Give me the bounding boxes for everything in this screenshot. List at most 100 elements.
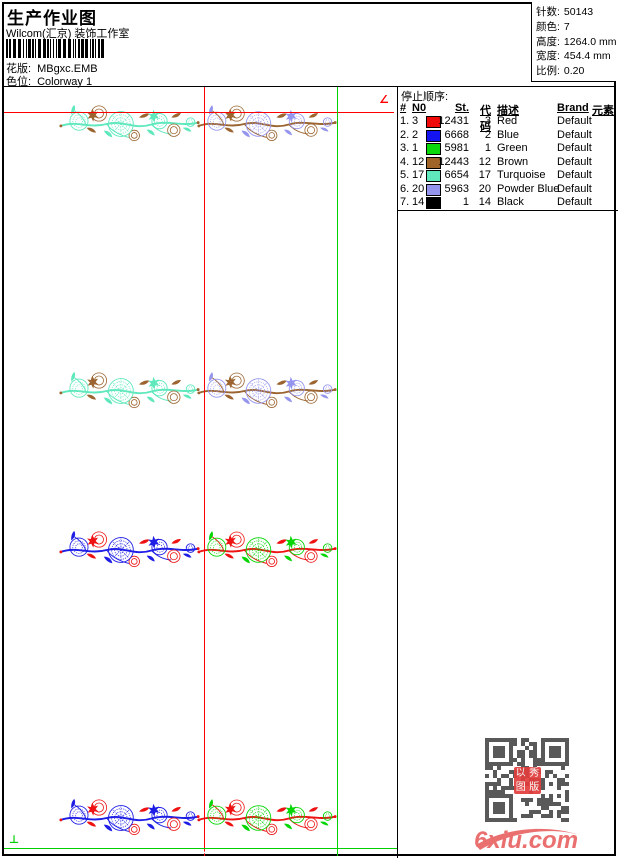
row-color-name: Green [497,142,528,154]
studio-name: Wilcom(汇京) 装饰工作室 [6,28,130,40]
watermark: 6xiu.com [474,827,580,853]
width-row: 宽度: 454.4 mm [536,50,611,63]
color-swatch [426,197,441,209]
row-stitches: 6654 [444,169,469,181]
height-row: 高度: 1264.0 mm [536,35,617,48]
header: 生产作业图 Wilcom(汇京) 装饰工作室 花版: MBgxc.EMB 色位: C… [4,2,616,89]
row-code: 17 [478,169,491,181]
col-idx: # [400,102,407,114]
table-row: 4. 12 12443 12 Brown Default [398,156,618,169]
flower-band-4-right [197,799,337,835]
row-color-name: Blue [497,129,520,141]
table-bottom-divider [398,210,618,211]
row-stitches: 5963 [444,183,469,195]
col-element: 元素 [592,105,614,117]
row-brand: Default [557,115,592,127]
stop-sequence-panel: 停止顺序: # N0 St. 代码 描述 Brand 元素 1. 3 12431 3 R… [397,87,618,858]
guide-line-vertical-red [204,87,205,849]
pattern-value: MBgxc.EMB [37,63,98,75]
row-stitches: 12431 [438,115,469,127]
stamp-char: 以 [515,768,526,780]
col-n0: N0 [412,102,427,114]
row-stitches: 12443 [438,156,469,168]
color-swatch [426,184,441,196]
table-row: 5. 17 6654 17 Turquoise Default [398,169,618,182]
color-swatch [426,116,441,128]
row-n0: 20 [412,183,425,195]
scale-row: 比例: 0.20 [536,65,585,78]
row-code: 1 [484,142,491,154]
stop-sequence-header: # N0 St. 代码 描述 Brand 元素 [398,102,618,133]
table-row: 1. 3 12431 3 Red Default [398,115,618,128]
origin-mark-icon: ⊥ [9,834,20,846]
pattern-label: 花版: [6,63,32,75]
row-color-name: Powder Blue [497,183,560,195]
flower-band-3-left [59,530,200,567]
table-row: 2. 2 6668 2 Blue Default [398,129,618,142]
colorway-value: Colorway 1 [37,76,93,88]
row-n0: 1 [412,142,419,154]
row-seq: 7. [400,196,410,208]
flower-band-1-left [59,104,200,141]
row-seq: 1. [400,115,410,127]
row-color-name: Turquoise [497,169,546,181]
qr-code: 以秀图版 [485,738,569,822]
row-n0: 17 [412,169,425,181]
row-seq: 3. [400,142,410,154]
flower-band-1-right [197,105,337,141]
row-brand: Default [557,183,592,195]
table-row: 3. 1 5981 1 Green Default [398,142,618,155]
stitch-count-row: 针数: 50143 [536,6,594,18]
stamp-char: 图 [515,781,526,793]
row-color-name: Brown [497,156,529,168]
row-seq: 4. [400,156,410,168]
row-code: 20 [478,183,491,195]
watermark-swoosh [476,828,580,850]
row-seq: 6. [400,183,410,195]
color-swatch [426,143,441,155]
colorway-row: 色位: Colorway 1 [6,73,92,89]
angle-mark-icon: ∠ [379,94,389,106]
row-seq: 5. [400,169,410,181]
col-code: 代码 [480,105,491,133]
guide-line-horizontal-green [4,848,397,849]
flower-band-2-right [197,372,337,408]
design-info-box: 针数: 50143 颜色: 7 高度: 1264.0 mm 宽度: 454.4 mm 比… [531,2,616,82]
row-brand: Default [557,129,592,141]
row-color-name: Black [497,196,524,208]
col-st: St. [454,102,469,114]
row-code: 3 [484,115,491,127]
guide-line-horizontal-red [4,112,394,113]
stamp-char: 版 [529,781,540,793]
barcode [6,39,104,58]
row-code: 2 [484,129,491,141]
color-swatch [426,170,441,182]
guide-line-vertical-green [337,87,338,856]
stamp-char: 秀 [529,768,540,780]
col-brand: Brand [557,102,589,114]
qr-center-stamp: 以秀图版 [514,767,541,794]
row-seq: 2. [400,129,410,141]
row-color-name: Red [497,115,518,127]
flower-band-3-right [197,531,337,567]
color-swatch [426,157,441,169]
page-title: 生产作业图 [7,9,97,28]
row-brand: Default [557,196,592,208]
row-n0: 14 [412,196,425,208]
row-brand: Default [557,142,592,154]
flower-band-4-left [59,798,200,835]
row-stitches: 6668 [444,129,469,141]
flower-band-2-left [59,371,200,408]
pattern-row: 花版: MBgxc.EMB [6,60,98,76]
table-row: 7. 14 1 14 Black Default [398,196,618,209]
colorway-label: 色位: [6,76,32,88]
row-code: 14 [478,196,491,208]
row-n0: 3 [412,115,419,127]
row-stitches: 5981 [444,142,469,154]
row-n0: 12 [412,156,425,168]
row-stitches: 1 [462,196,469,208]
color-swatch [426,130,441,142]
row-n0: 2 [412,129,419,141]
embroidery-design [59,104,337,835]
